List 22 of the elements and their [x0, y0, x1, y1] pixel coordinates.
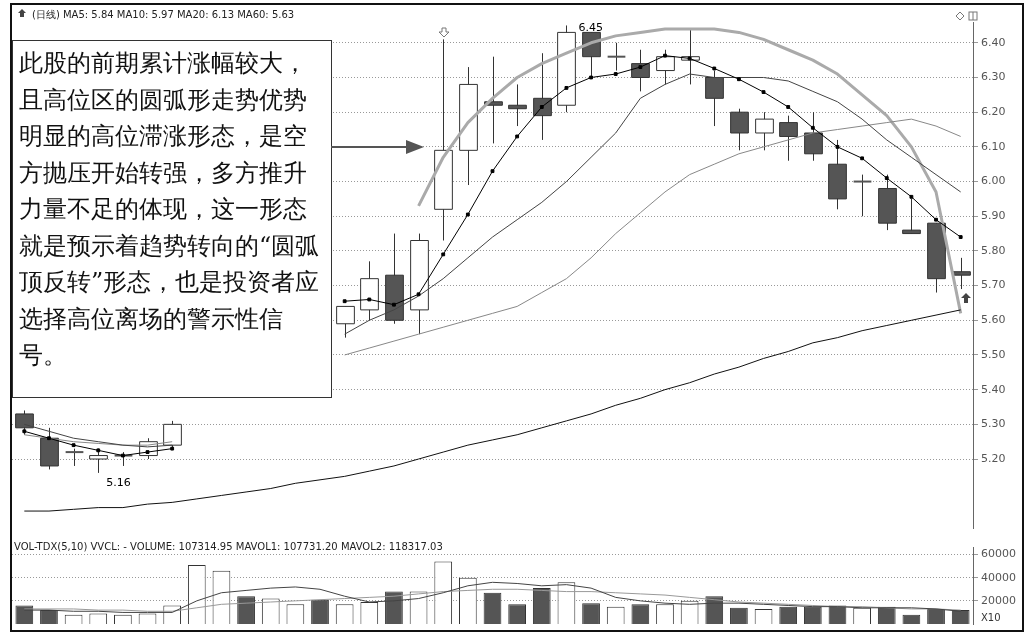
annotation: VOL-TDX(5,10) VVCL: - VOLUME: 107314.95 MAVOL1: 107731.20 MAVOL2: 118317.03	[14, 541, 443, 552]
y-tick-label: 5.50	[981, 347, 1006, 361]
annotation: 6.45	[578, 21, 603, 35]
y-tick-label: 40000	[981, 570, 1016, 584]
y-tick-label: 5.30	[981, 417, 1006, 431]
text: (日线) MA5: 5.84 MA10: 5.97 MA20: 6.13 MA60: 5.63	[32, 8, 295, 22]
y-tick-label: 6.30	[981, 70, 1006, 84]
y-tick-label: 6.20	[981, 105, 1006, 119]
y-tick-label: 5.80	[981, 243, 1006, 257]
text-box: 此股的前期累计涨幅较大，且高位区的圆弧形走势优势明显的高位滞涨形态，是空方抛压开始转强，多方推升力量不足的体现，这一形态就是预示着趋势转向的“圆弧顶反转”形态，也是投资者应选择高位离场的警示性信号。	[12, 40, 332, 398]
y-tick-label: 60000	[981, 547, 1016, 561]
y-tick-label: 20000	[981, 593, 1016, 607]
y-tick-label: 5.90	[981, 209, 1006, 223]
y-tick-label: 6.40	[981, 35, 1006, 49]
y-tick-label: 6.10	[981, 139, 1006, 153]
y-tick-label: 6.00	[981, 174, 1006, 188]
annotation: 5.16	[106, 475, 131, 489]
y-tick-label: 5.60	[981, 313, 1006, 327]
y-tick-label: 5.20	[981, 451, 1006, 465]
y-tick-label: 5.70	[981, 278, 1006, 292]
y-axis-title: X10	[981, 611, 1001, 623]
y-tick-label: 5.40	[981, 382, 1006, 396]
